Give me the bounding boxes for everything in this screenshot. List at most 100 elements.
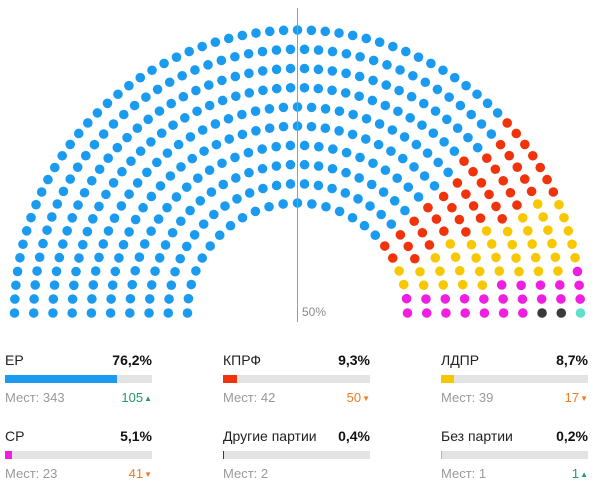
arrow-icon: ▲	[144, 394, 152, 403]
share-bar-fill	[5, 451, 13, 459]
seat-dot	[347, 129, 358, 140]
seat-dot	[51, 266, 62, 277]
seat-dot	[353, 194, 363, 204]
seats-count: Мест: 42	[223, 390, 276, 405]
seat-dot	[108, 178, 119, 188]
seat-dot	[48, 308, 58, 318]
seat-dot	[223, 113, 234, 124]
seat-dot	[191, 85, 201, 96]
party-percent: 0,4%	[338, 428, 370, 444]
seat-dot	[559, 212, 569, 223]
seat-dot	[368, 75, 378, 86]
seat-dot	[210, 119, 221, 129]
seat-dot	[278, 102, 289, 113]
seat-dot	[211, 139, 222, 150]
seat-dot	[153, 214, 164, 224]
seat-dot	[271, 141, 282, 152]
seat-dot	[328, 144, 338, 154]
seat-dot	[122, 132, 132, 143]
seat-dot	[441, 308, 451, 318]
seat-dot	[110, 266, 121, 277]
seat-dot	[444, 92, 454, 102]
seat-dot	[108, 119, 119, 129]
seat-dot	[418, 280, 429, 291]
seat-dot	[334, 106, 345, 116]
seat-dot	[31, 199, 41, 210]
seat-dot	[354, 173, 364, 183]
seat-dot	[401, 46, 411, 57]
seat-dot	[187, 153, 198, 164]
seat-dot	[533, 266, 544, 277]
seat-dot	[216, 55, 227, 66]
seat-dot	[232, 194, 242, 204]
party-name: СР	[5, 428, 25, 444]
party-name: Другие партии	[223, 428, 317, 444]
seat-dot	[69, 280, 79, 291]
seat-dot	[387, 125, 398, 135]
seat-dot	[486, 129, 497, 139]
seat-dot	[223, 33, 234, 44]
party-name: ЛДПР	[441, 352, 480, 368]
party-percent: 0,2%	[556, 428, 588, 444]
seat-dot	[164, 294, 174, 304]
seat-dot	[113, 89, 123, 100]
seat-dot	[90, 266, 101, 276]
seat-dot	[11, 280, 21, 291]
seat-dot	[164, 77, 175, 88]
seat-dot	[341, 147, 352, 158]
seat-dot	[180, 113, 190, 123]
seat-dot	[516, 280, 526, 291]
party-other: Другие партии 0,4% Мест: 2	[223, 428, 370, 484]
seat-dot	[523, 226, 533, 236]
seat-dot	[204, 100, 215, 111]
seat-dot	[43, 174, 53, 185]
seat-dot	[264, 104, 275, 114]
seat-dot	[426, 58, 436, 69]
seat-dot	[209, 209, 219, 220]
seat-dot	[191, 266, 201, 276]
seat-dot	[163, 308, 174, 318]
seat-dot	[87, 294, 97, 304]
seat-dot	[197, 41, 207, 52]
seat-dot	[450, 252, 461, 262]
seat-dot	[175, 253, 186, 264]
seat-dot	[461, 227, 471, 237]
seat-change-value: 105	[121, 390, 144, 405]
seat-dot	[347, 212, 358, 223]
seat-dot	[162, 148, 173, 158]
seat-dot	[438, 280, 449, 290]
seat-dot	[18, 239, 28, 250]
seat-dot	[244, 188, 255, 198]
seat-dot	[152, 157, 162, 168]
seat-dot	[73, 128, 84, 139]
seat-dot	[197, 125, 208, 135]
seat-dot	[374, 119, 385, 129]
seat-dot	[498, 308, 509, 318]
seat-dot	[505, 187, 516, 198]
seat-dot	[496, 280, 507, 290]
seat-dot	[205, 241, 216, 251]
seat-dot	[368, 158, 378, 169]
seat-dot	[98, 239, 109, 249]
seat-dot	[367, 95, 378, 106]
seat-dot	[439, 226, 449, 237]
seat-dot	[257, 144, 267, 154]
seat-dot	[150, 266, 160, 276]
seat-change	[369, 466, 370, 481]
seat-change-value: 41	[128, 466, 144, 481]
seat-dot	[498, 175, 509, 186]
share-bar-fill	[441, 451, 443, 459]
seat-dot	[177, 70, 187, 81]
seat-dot	[117, 166, 127, 177]
seat-dot	[195, 196, 206, 206]
seat-dot	[62, 226, 72, 236]
seat-dot	[166, 98, 177, 109]
seat-dot	[26, 212, 36, 223]
seat-dot	[237, 212, 248, 223]
share-bar	[441, 451, 588, 459]
seat-dot	[365, 201, 375, 211]
seat-dot	[394, 266, 404, 276]
seat-dot	[463, 132, 473, 143]
seat-dot	[320, 104, 331, 114]
seat-dot	[442, 114, 452, 125]
